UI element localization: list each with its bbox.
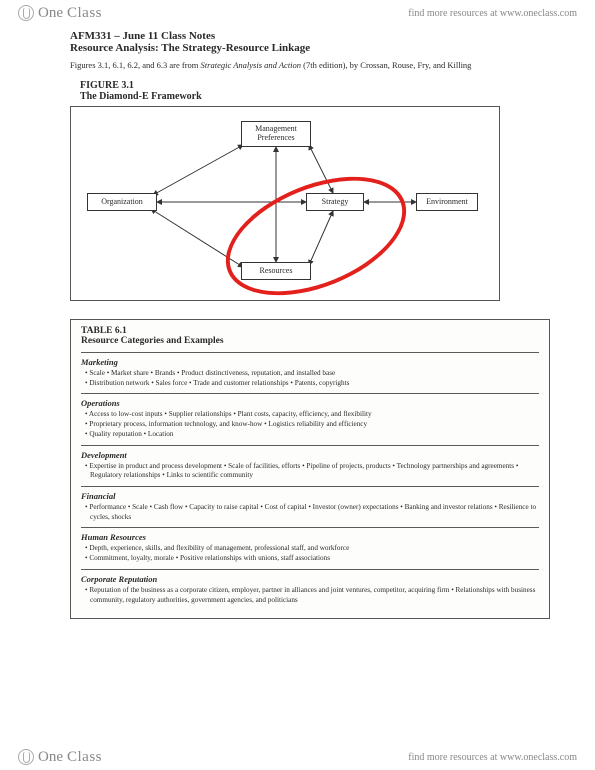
category-item: Proprietary process, information technol… xyxy=(85,420,539,430)
brand-logo: OneClass xyxy=(18,5,102,22)
table-title: Resource Categories and Examples xyxy=(81,336,539,346)
category-block: Operations Access to low-cost inputs • Su… xyxy=(81,393,539,444)
category-name: Corporate Reputation xyxy=(81,574,539,584)
category-item: Performance • Scale • Cash flow • Capaci… xyxy=(85,503,539,522)
footer-brand-logo: OneClass xyxy=(18,749,102,766)
brand-word-one: One xyxy=(38,5,63,22)
category-name: Marketing xyxy=(81,357,539,367)
source-prefix: Figures 3.1, 6.1, 6.2, and 6.3 are from xyxy=(70,60,201,70)
category-name: Development xyxy=(81,450,539,460)
category-block: Human Resources Depth, experience, skills… xyxy=(81,527,539,568)
category-block: Marketing Scale • Market share • Brands •… xyxy=(81,352,539,393)
category-item: Depth, experience, skills, and flexibili… xyxy=(85,544,539,554)
category-block: Development Expertise in product and proc… xyxy=(81,445,539,486)
category-list: Depth, experience, skills, and flexibili… xyxy=(81,544,539,563)
footer-brand-word-one: One xyxy=(38,749,63,766)
category-block: Corporate Reputation Reputation of the bu… xyxy=(81,569,539,610)
node-environment: Environment xyxy=(416,193,478,211)
header-find-link[interactable]: find more resources at www.oneclass.com xyxy=(408,8,577,19)
category-name: Human Resources xyxy=(81,532,539,542)
category-item: Reputation of the business as a corporat… xyxy=(85,586,539,605)
figure-title: The Diamond-E Framework xyxy=(80,91,550,102)
category-block: Financial Performance • Scale • Cash flow… xyxy=(81,486,539,527)
category-list: Scale • Market share • Brands • Product … xyxy=(81,369,539,388)
figure-block: FIGURE 3.1 The Diamond-E Framework xyxy=(70,80,550,301)
source-note: Figures 3.1, 6.1, 6.2, and 6.3 are from … xyxy=(70,60,550,70)
node-organization: Organization xyxy=(87,193,157,211)
category-item: Commitment, loyalty, morale • Positive r… xyxy=(85,554,539,564)
footer-brand-word-class: Class xyxy=(67,749,102,766)
figure-number: FIGURE 3.1 xyxy=(80,80,550,91)
diamond-e-diagram: ManagementPreferences Organization Strat… xyxy=(70,106,500,301)
brand-shield-icon xyxy=(18,5,34,21)
category-item: Expertise in product and process develop… xyxy=(85,462,539,481)
table-number: TABLE 6.1 xyxy=(81,326,539,336)
category-list: Access to low-cost inputs • Supplier rel… xyxy=(81,410,539,439)
category-name: Operations xyxy=(81,398,539,408)
table-block: TABLE 6.1 Resource Categories and Exampl… xyxy=(70,319,550,619)
course-title: AFM331 – June 11 Class Notes xyxy=(70,30,550,42)
category-name: Financial xyxy=(81,491,539,501)
category-item: Distribution network • Sales force • Tra… xyxy=(85,379,539,389)
page-subtitle: Resource Analysis: The Strategy-Resource… xyxy=(70,42,550,54)
category-list: Reputation of the business as a corporat… xyxy=(81,586,539,605)
node-management: ManagementPreferences xyxy=(241,121,311,147)
category-list: Expertise in product and process develop… xyxy=(81,462,539,481)
category-item: Quality reputation • Location xyxy=(85,430,539,440)
category-list: Performance • Scale • Cash flow • Capaci… xyxy=(81,503,539,522)
source-book-title: Strategic Analysis and Action xyxy=(201,60,302,70)
footer-find-link[interactable]: find more resources at www.oneclass.com xyxy=(408,752,577,763)
source-suffix: (7th edition), by Crossan, Rouse, Fry, a… xyxy=(301,60,471,70)
footer-brand-shield-icon xyxy=(18,749,34,765)
brand-word-class: Class xyxy=(67,5,102,22)
footer-bar: OneClass find more resources at www.onec… xyxy=(0,744,595,770)
category-item: Access to low-cost inputs • Supplier rel… xyxy=(85,410,539,420)
header-bar: OneClass find more resources at www.onec… xyxy=(0,0,595,26)
category-item: Scale • Market share • Brands • Product … xyxy=(85,369,539,379)
page-content: AFM331 – June 11 Class Notes Resource An… xyxy=(70,30,550,619)
